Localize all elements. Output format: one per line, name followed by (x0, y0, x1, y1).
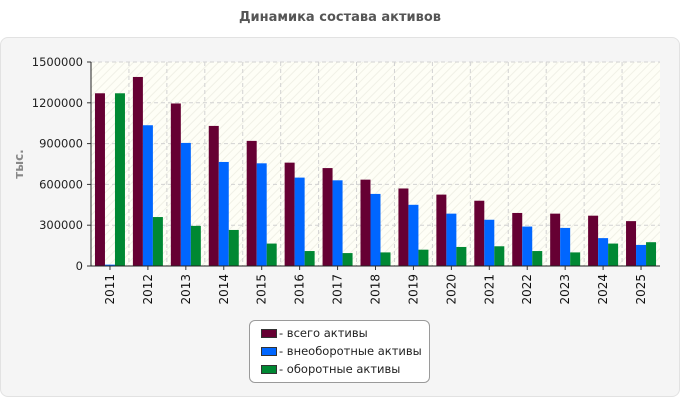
bar (560, 227, 571, 266)
y-tick-label: 600000 (39, 177, 83, 191)
x-tick-label: 2015 (255, 274, 269, 305)
x-tick-label: 2013 (179, 274, 193, 305)
y-tick-label: 1200000 (32, 96, 83, 110)
bar (228, 229, 239, 266)
x-tick-label: 2025 (634, 274, 648, 305)
bar (550, 213, 561, 266)
bar (208, 125, 219, 266)
bar (598, 238, 609, 266)
x-tick-label: 2014 (217, 274, 231, 305)
bar (152, 217, 163, 266)
bar (190, 225, 201, 266)
bar (456, 246, 467, 266)
x-tick-label: 2023 (558, 274, 572, 305)
x-tick-label: 2022 (520, 274, 534, 305)
y-tick-label: 1500000 (32, 55, 83, 69)
bar (646, 242, 657, 266)
legend-label-current: - оборотные активы (279, 362, 401, 376)
bar (636, 244, 647, 266)
x-tick-label: 2019 (406, 274, 420, 305)
legend-swatch-noncurrent (261, 346, 277, 356)
bar (284, 162, 295, 266)
bar (342, 253, 353, 266)
legend-label-noncurrent: - внеоборотные активы (279, 344, 422, 358)
bar (398, 188, 409, 266)
chart-legend: - всего активы - внеоборотные активы - о… (249, 320, 430, 383)
bar (304, 251, 315, 266)
bar (104, 264, 115, 266)
x-tick-label: 2024 (596, 274, 610, 305)
x-tick-label: 2021 (482, 274, 496, 305)
x-tick-label: 2017 (331, 274, 345, 305)
bar (170, 103, 181, 266)
bar (608, 243, 619, 266)
bar (512, 212, 523, 266)
bar (294, 177, 305, 266)
bar (114, 93, 125, 266)
bar (332, 180, 343, 266)
bar (522, 226, 533, 266)
bar (484, 219, 495, 266)
bar (94, 93, 105, 266)
legend-label-total: - всего активы (279, 326, 368, 340)
bar (142, 125, 153, 267)
bar (446, 213, 457, 266)
x-tick-label: 2012 (141, 274, 155, 305)
x-tick-label: 2018 (369, 274, 383, 305)
bar (494, 246, 505, 266)
bar (380, 252, 391, 266)
x-tick-label: 2011 (103, 274, 117, 305)
legend-entry-total: - всего активы (261, 326, 368, 340)
y-tick-label: 0 (76, 259, 83, 273)
bar (474, 200, 485, 266)
bar (180, 142, 191, 266)
y-tick-label: 900000 (39, 137, 83, 151)
bar (418, 249, 429, 266)
bar (360, 179, 371, 266)
bar (256, 163, 267, 266)
legend-swatch-current (261, 364, 277, 374)
bar (588, 215, 599, 266)
y-axis-label: тыс. (12, 149, 26, 178)
legend-entry-noncurrent: - внеоборотные активы (261, 344, 422, 358)
x-tick-label: 2020 (444, 274, 458, 305)
bar (132, 76, 143, 267)
bar (436, 194, 447, 266)
bar (266, 243, 277, 266)
bar (246, 140, 257, 266)
x-tick-label: 2016 (293, 274, 307, 305)
legend-entry-current: - оборотные активы (261, 362, 400, 376)
legend-swatch-total (261, 328, 277, 338)
bar (626, 221, 637, 266)
bar (532, 251, 543, 266)
chart-title: Динамика состава активов (238, 10, 442, 25)
bar (408, 204, 419, 266)
bar (570, 252, 581, 266)
bar (370, 193, 381, 266)
bar (218, 161, 229, 266)
bar (322, 168, 333, 266)
y-tick-label: 300000 (39, 218, 83, 232)
